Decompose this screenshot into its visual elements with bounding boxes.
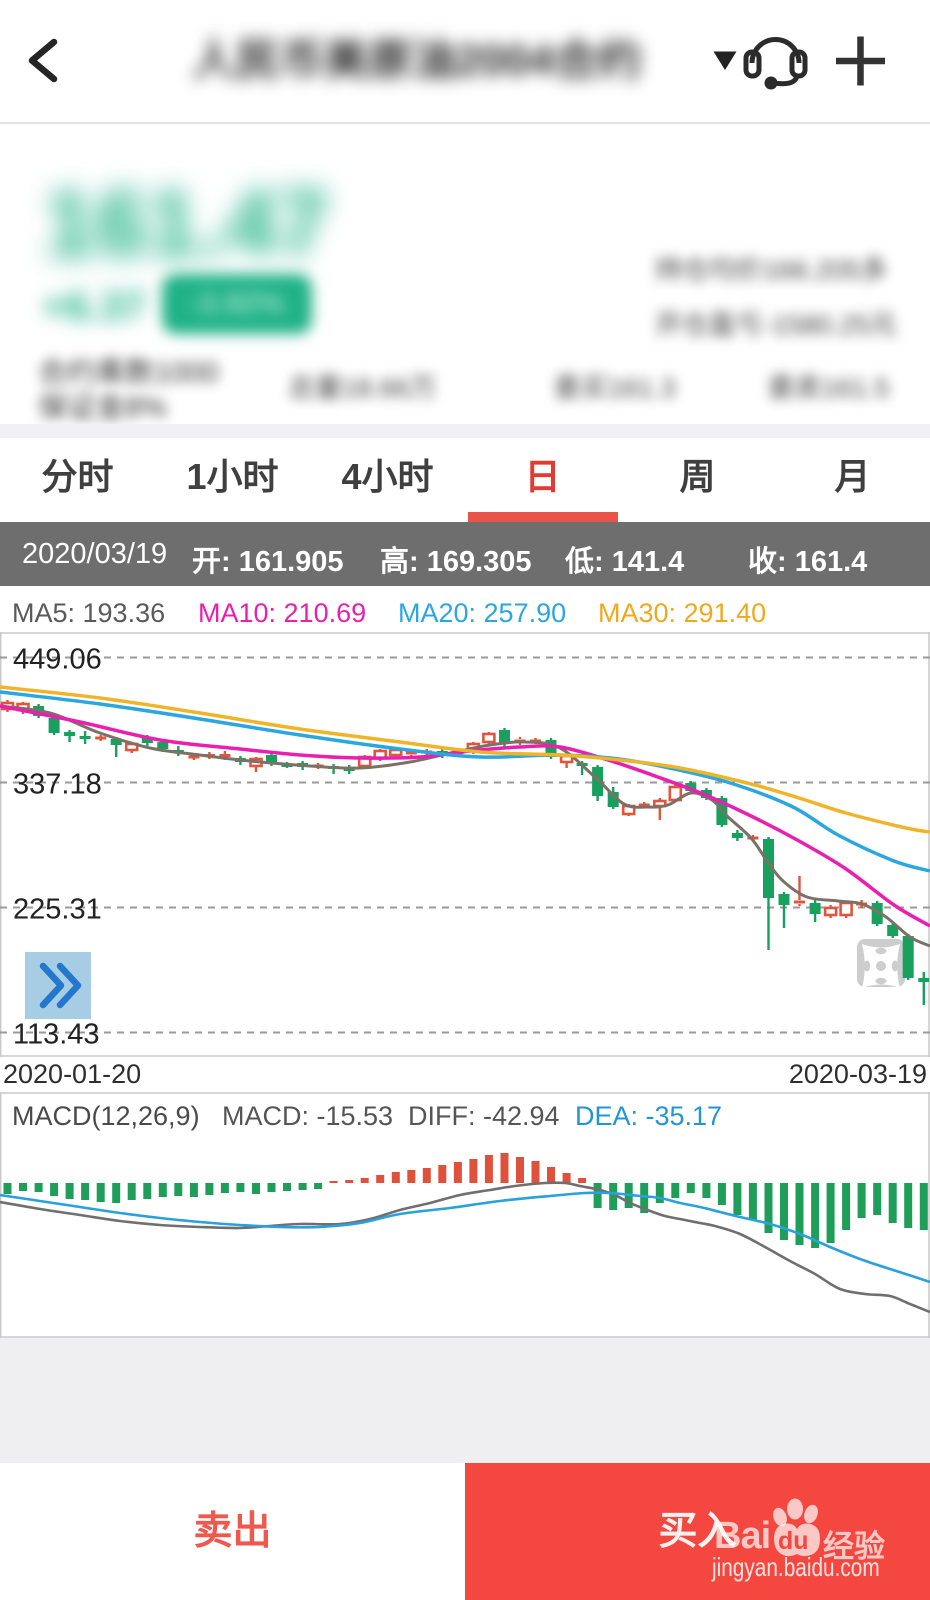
svg-text:449.06: 449.06 <box>13 644 102 676</box>
svg-text:du: du <box>778 1527 809 1555</box>
svg-text:225.31: 225.31 <box>13 894 102 926</box>
svg-text:113.43: 113.43 <box>13 1019 100 1051</box>
svg-text:337.18: 337.18 <box>13 769 102 801</box>
